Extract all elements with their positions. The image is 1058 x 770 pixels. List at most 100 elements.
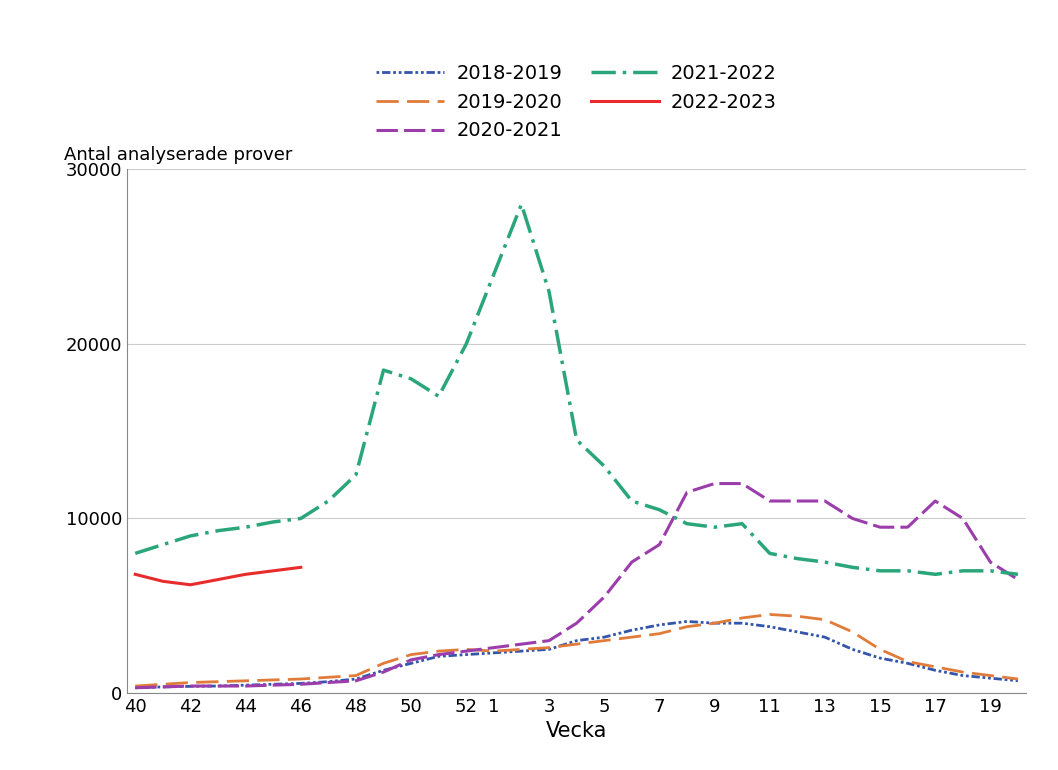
2018-2019 (819, 632, 832, 641)
2021-2022 (984, 566, 997, 575)
2020-2021 (1011, 575, 1024, 584)
2019-2020 (680, 622, 693, 631)
2018-2019 (129, 683, 142, 692)
2019-2020 (874, 644, 887, 654)
2018-2019 (184, 681, 197, 691)
2021-2022 (157, 540, 169, 549)
2020-2021 (184, 681, 197, 691)
2020-2021 (708, 479, 720, 488)
2022-2023 (184, 580, 197, 589)
2022-2023 (294, 563, 307, 572)
2018-2019 (433, 651, 445, 661)
2020-2021 (377, 668, 389, 677)
2021-2022 (791, 554, 804, 563)
2019-2020 (460, 644, 473, 654)
2021-2022 (460, 340, 473, 349)
2019-2020 (157, 680, 169, 689)
2019-2020 (791, 611, 804, 621)
2022-2023 (239, 570, 252, 579)
2021-2022 (598, 461, 610, 470)
2018-2019 (680, 617, 693, 626)
2019-2020 (515, 644, 528, 654)
2019-2020 (322, 673, 334, 682)
2021-2022 (515, 199, 528, 209)
2019-2020 (267, 675, 279, 685)
2020-2021 (791, 497, 804, 506)
2019-2020 (184, 678, 197, 687)
2019-2020 (956, 668, 969, 677)
2019-2020 (433, 647, 445, 656)
2021-2022 (653, 505, 665, 514)
2020-2021 (764, 497, 777, 506)
2018-2019 (488, 648, 500, 658)
2021-2022 (267, 517, 279, 527)
Line: 2021-2022: 2021-2022 (135, 204, 1018, 574)
2021-2022 (680, 519, 693, 528)
2019-2020 (1011, 675, 1024, 684)
2021-2022 (294, 514, 307, 523)
2021-2022 (764, 549, 777, 558)
2019-2020 (598, 636, 610, 645)
2021-2022 (543, 287, 555, 296)
2020-2021 (929, 497, 942, 506)
2018-2019 (791, 628, 804, 637)
2021-2022 (349, 470, 362, 480)
2019-2020 (653, 629, 665, 638)
Text: Antal analyserade prover: Antal analyserade prover (63, 146, 292, 164)
2020-2021 (819, 497, 832, 506)
2021-2022 (377, 366, 389, 375)
2018-2019 (212, 681, 224, 691)
2018-2019 (377, 666, 389, 675)
2021-2022 (956, 566, 969, 575)
2018-2019 (901, 658, 914, 668)
2018-2019 (460, 650, 473, 659)
2019-2020 (543, 643, 555, 652)
2020-2021 (625, 557, 638, 567)
2020-2021 (129, 683, 142, 692)
2018-2019 (708, 618, 720, 628)
2021-2022 (625, 497, 638, 506)
2021-2022 (212, 526, 224, 535)
2022-2023 (157, 577, 169, 586)
Line: 2019-2020: 2019-2020 (135, 614, 1018, 686)
2018-2019 (405, 658, 418, 668)
2019-2020 (901, 657, 914, 666)
2019-2020 (349, 671, 362, 680)
2018-2019 (929, 666, 942, 675)
2021-2022 (708, 523, 720, 532)
2019-2020 (212, 677, 224, 686)
2019-2020 (377, 658, 389, 668)
2018-2019 (598, 632, 610, 641)
2020-2021 (653, 540, 665, 549)
2018-2019 (625, 625, 638, 634)
2020-2021 (735, 479, 748, 488)
X-axis label: Vecka: Vecka (546, 721, 607, 742)
2020-2021 (680, 487, 693, 497)
2018-2019 (322, 677, 334, 686)
2020-2021 (349, 676, 362, 685)
2022-2023 (267, 566, 279, 575)
2018-2019 (874, 654, 887, 663)
2021-2022 (735, 519, 748, 528)
2018-2019 (846, 644, 859, 654)
2020-2021 (157, 682, 169, 691)
Line: 2018-2019: 2018-2019 (135, 621, 1018, 688)
2020-2021 (212, 681, 224, 691)
2019-2020 (735, 614, 748, 623)
2020-2021 (322, 678, 334, 687)
2018-2019 (157, 682, 169, 691)
2018-2019 (653, 621, 665, 630)
2019-2020 (708, 618, 720, 628)
2019-2020 (239, 676, 252, 685)
2021-2022 (1011, 570, 1024, 579)
2020-2021 (874, 523, 887, 532)
2020-2021 (984, 557, 997, 567)
2022-2023 (212, 575, 224, 584)
Line: 2020-2021: 2020-2021 (135, 484, 1018, 688)
2020-2021 (433, 650, 445, 659)
2021-2022 (488, 270, 500, 279)
2018-2019 (570, 636, 583, 645)
2018-2019 (239, 681, 252, 690)
2020-2021 (515, 640, 528, 649)
2020-2021 (901, 523, 914, 532)
